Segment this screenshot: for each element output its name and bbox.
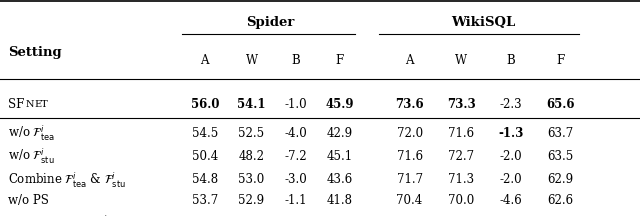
Text: 62.6: 62.6 <box>548 194 573 207</box>
Text: 72.0: 72.0 <box>397 127 422 140</box>
Text: N: N <box>26 100 34 109</box>
Text: 52.9: 52.9 <box>239 194 264 207</box>
Text: -1.3: -1.3 <box>498 127 524 140</box>
Text: Spider: Spider <box>246 16 294 29</box>
Text: 65.6: 65.6 <box>547 98 575 111</box>
Text: 73.6: 73.6 <box>396 98 424 111</box>
Text: W: W <box>246 54 257 67</box>
Text: -7.2: -7.2 <box>284 150 307 163</box>
Text: 73.3: 73.3 <box>447 98 476 111</box>
Text: F: F <box>336 54 344 67</box>
Text: F: F <box>557 54 564 67</box>
Text: Setting: Setting <box>8 46 61 59</box>
Text: 56.0: 56.0 <box>191 98 219 111</box>
Text: 71.6: 71.6 <box>397 150 422 163</box>
Text: 63.5: 63.5 <box>547 150 574 163</box>
Text: -2.0: -2.0 <box>499 173 522 186</box>
Text: 70.4: 70.4 <box>396 194 423 207</box>
Text: -3.0: -3.0 <box>284 173 307 186</box>
Text: 71.7: 71.7 <box>397 173 422 186</box>
Text: 43.6: 43.6 <box>326 173 353 186</box>
Text: 63.7: 63.7 <box>547 127 574 140</box>
Text: w/o $\mathcal{F}^{i}_{\mathrm{tea}}$: w/o $\mathcal{F}^{i}_{\mathrm{tea}}$ <box>8 124 55 143</box>
Text: 62.9: 62.9 <box>548 173 573 186</box>
Text: w/o PS: w/o PS <box>8 194 49 207</box>
Text: -4.6: -4.6 <box>499 194 522 207</box>
Text: 48.2: 48.2 <box>239 150 264 163</box>
Text: 71.3: 71.3 <box>449 173 474 186</box>
Text: 50.4: 50.4 <box>191 150 218 163</box>
Text: WikiSQL: WikiSQL <box>451 16 515 29</box>
Text: 41.8: 41.8 <box>327 194 353 207</box>
Text: W: W <box>456 54 467 67</box>
Text: 72.7: 72.7 <box>449 150 474 163</box>
Text: 45.9: 45.9 <box>326 98 354 111</box>
Text: 52.5: 52.5 <box>239 127 264 140</box>
Text: 53.0: 53.0 <box>238 173 265 186</box>
Text: -4.0: -4.0 <box>284 127 307 140</box>
Text: 42.9: 42.9 <box>327 127 353 140</box>
Text: 54.1: 54.1 <box>237 98 266 111</box>
Text: B: B <box>506 54 515 67</box>
Text: 45.1: 45.1 <box>327 150 353 163</box>
Text: w/o $\mathcal{F}^{i}_{\mathrm{stu}}$: w/o $\mathcal{F}^{i}_{\mathrm{stu}}$ <box>8 147 54 166</box>
Text: B: B <box>291 54 300 67</box>
Text: RS only using $\mathcal{A}^{i}$: RS only using $\mathcal{A}^{i}$ <box>8 214 108 217</box>
Text: -2.0: -2.0 <box>499 150 522 163</box>
Text: 54.5: 54.5 <box>191 127 218 140</box>
Text: 71.6: 71.6 <box>449 127 474 140</box>
Text: SF: SF <box>8 98 24 111</box>
Text: -1.1: -1.1 <box>284 194 307 207</box>
Text: ET: ET <box>34 100 47 109</box>
Text: -2.3: -2.3 <box>499 98 522 111</box>
Text: 54.8: 54.8 <box>192 173 218 186</box>
Text: A: A <box>200 54 209 67</box>
Text: Combine $\mathcal{F}^{i}_{\mathrm{tea}}$ & $\mathcal{F}^{i}_{\mathrm{stu}}$: Combine $\mathcal{F}^{i}_{\mathrm{tea}}$… <box>8 170 125 190</box>
Text: 53.7: 53.7 <box>191 194 218 207</box>
Text: 70.0: 70.0 <box>448 194 475 207</box>
Text: -1.0: -1.0 <box>284 98 307 111</box>
Text: A: A <box>405 54 414 67</box>
